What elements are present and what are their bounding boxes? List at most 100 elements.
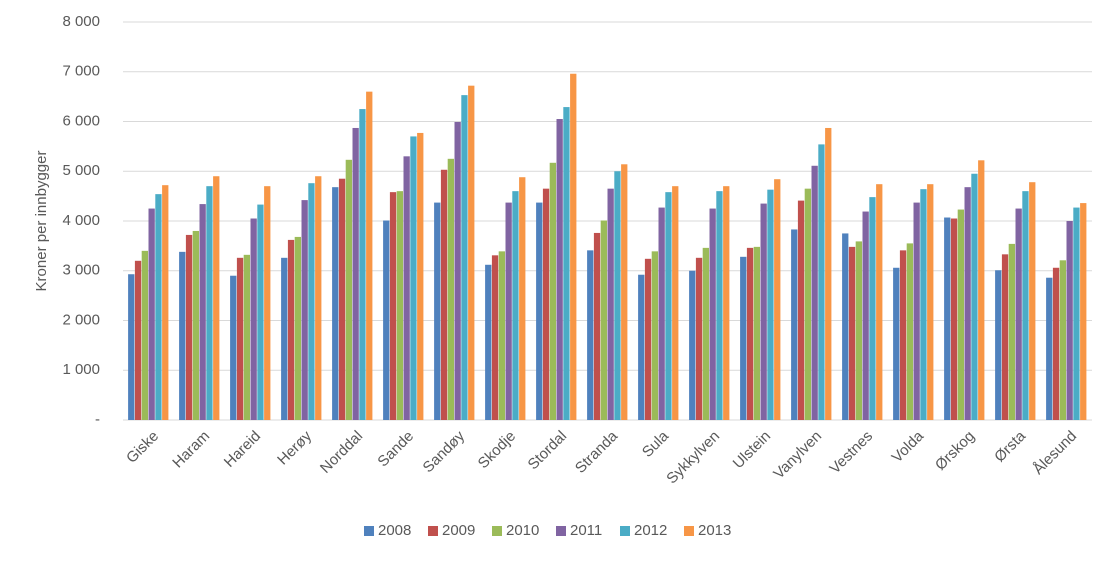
y-tick-label: 5 000 <box>62 162 100 179</box>
bar <box>519 177 526 420</box>
bar <box>536 202 543 420</box>
bar <box>338 178 346 420</box>
legend-swatch <box>556 526 566 536</box>
bar <box>383 220 390 420</box>
bar <box>1001 254 1009 420</box>
legend-label: 2009 <box>442 522 475 539</box>
bar <box>542 188 550 420</box>
bar <box>440 169 448 420</box>
bar <box>927 184 934 420</box>
bar <box>1052 267 1060 420</box>
bar <box>1029 182 1036 420</box>
bar <box>842 233 849 420</box>
legend-swatch <box>492 526 502 536</box>
y-tick-label: 7 000 <box>62 63 100 80</box>
x-tick-label: Ørsta <box>991 427 1029 465</box>
bar <box>665 192 672 420</box>
bar <box>746 247 754 420</box>
bar <box>964 187 971 420</box>
x-tick-label: Ulstein <box>730 428 774 472</box>
bar <box>740 256 747 420</box>
x-tick-label: Sykkylven <box>663 428 723 488</box>
bar <box>468 85 475 421</box>
bar <box>893 267 900 420</box>
y-tick-label: 8 000 <box>62 13 100 30</box>
x-tick-label: Vestnes <box>826 428 876 478</box>
bar <box>315 176 322 420</box>
bar <box>366 91 373 421</box>
x-tick-label: Skodje <box>475 428 519 472</box>
bar <box>417 132 424 420</box>
y-tick-label: 6 000 <box>62 112 100 129</box>
bar <box>1022 191 1029 420</box>
bar <box>128 274 135 420</box>
bar <box>1066 221 1073 420</box>
legend-swatch <box>364 526 374 536</box>
bar <box>791 229 798 420</box>
bar <box>134 260 142 420</box>
bar <box>1008 243 1015 420</box>
bar <box>563 107 570 420</box>
legend-swatch <box>428 526 438 536</box>
bar <box>250 218 257 420</box>
bar <box>556 119 563 420</box>
bar <box>410 136 417 421</box>
bar <box>702 247 709 420</box>
bar <box>658 207 665 420</box>
bar <box>600 220 607 420</box>
bar <box>593 232 601 420</box>
bar <box>570 73 577 421</box>
bar <box>447 158 454 420</box>
bar <box>1073 207 1080 420</box>
x-tick-label: Sula <box>639 427 673 461</box>
bar <box>723 186 730 420</box>
bar <box>230 275 237 420</box>
bar <box>774 179 781 420</box>
bar <box>1080 203 1087 420</box>
bar <box>716 191 723 420</box>
bar <box>1015 208 1022 420</box>
bar <box>899 250 907 420</box>
bar <box>141 250 148 420</box>
y-tick-label: - <box>95 411 100 428</box>
bar <box>179 251 186 420</box>
legend-label: 2013 <box>698 522 731 539</box>
x-tick-label: Norddal <box>317 428 366 477</box>
bar <box>498 251 505 420</box>
bar <box>308 183 315 420</box>
bar <box>797 200 805 420</box>
bar <box>461 95 468 420</box>
bar <box>944 217 951 420</box>
bar <box>236 257 244 420</box>
bar <box>162 185 169 420</box>
bar <box>403 156 410 420</box>
bar <box>148 208 155 420</box>
legend-swatch <box>684 526 694 536</box>
x-tick-label: Stordal <box>525 428 571 474</box>
bar <box>906 243 913 420</box>
bar <box>920 189 927 420</box>
bar <box>434 202 441 420</box>
bar <box>644 258 652 420</box>
bar <box>264 186 271 420</box>
bar <box>804 188 811 420</box>
legend-label: 2011 <box>570 522 602 539</box>
bar <box>614 171 621 420</box>
bar <box>1059 260 1066 420</box>
x-tick-label: Vanylven <box>770 428 825 483</box>
bar <box>257 204 264 420</box>
bar <box>281 257 288 420</box>
bar <box>294 236 301 420</box>
bar <box>243 254 250 420</box>
bar <box>767 189 774 420</box>
bar <box>505 202 512 420</box>
bar <box>287 239 295 420</box>
bar <box>485 264 492 420</box>
bar <box>389 192 397 420</box>
bar <box>695 257 703 420</box>
x-tick-label: Stranda <box>572 427 622 477</box>
y-axis-label: Kroner per innbygger <box>33 151 50 292</box>
bar <box>869 197 876 420</box>
bar <box>753 246 760 420</box>
y-tick-label: 1 000 <box>62 361 100 378</box>
